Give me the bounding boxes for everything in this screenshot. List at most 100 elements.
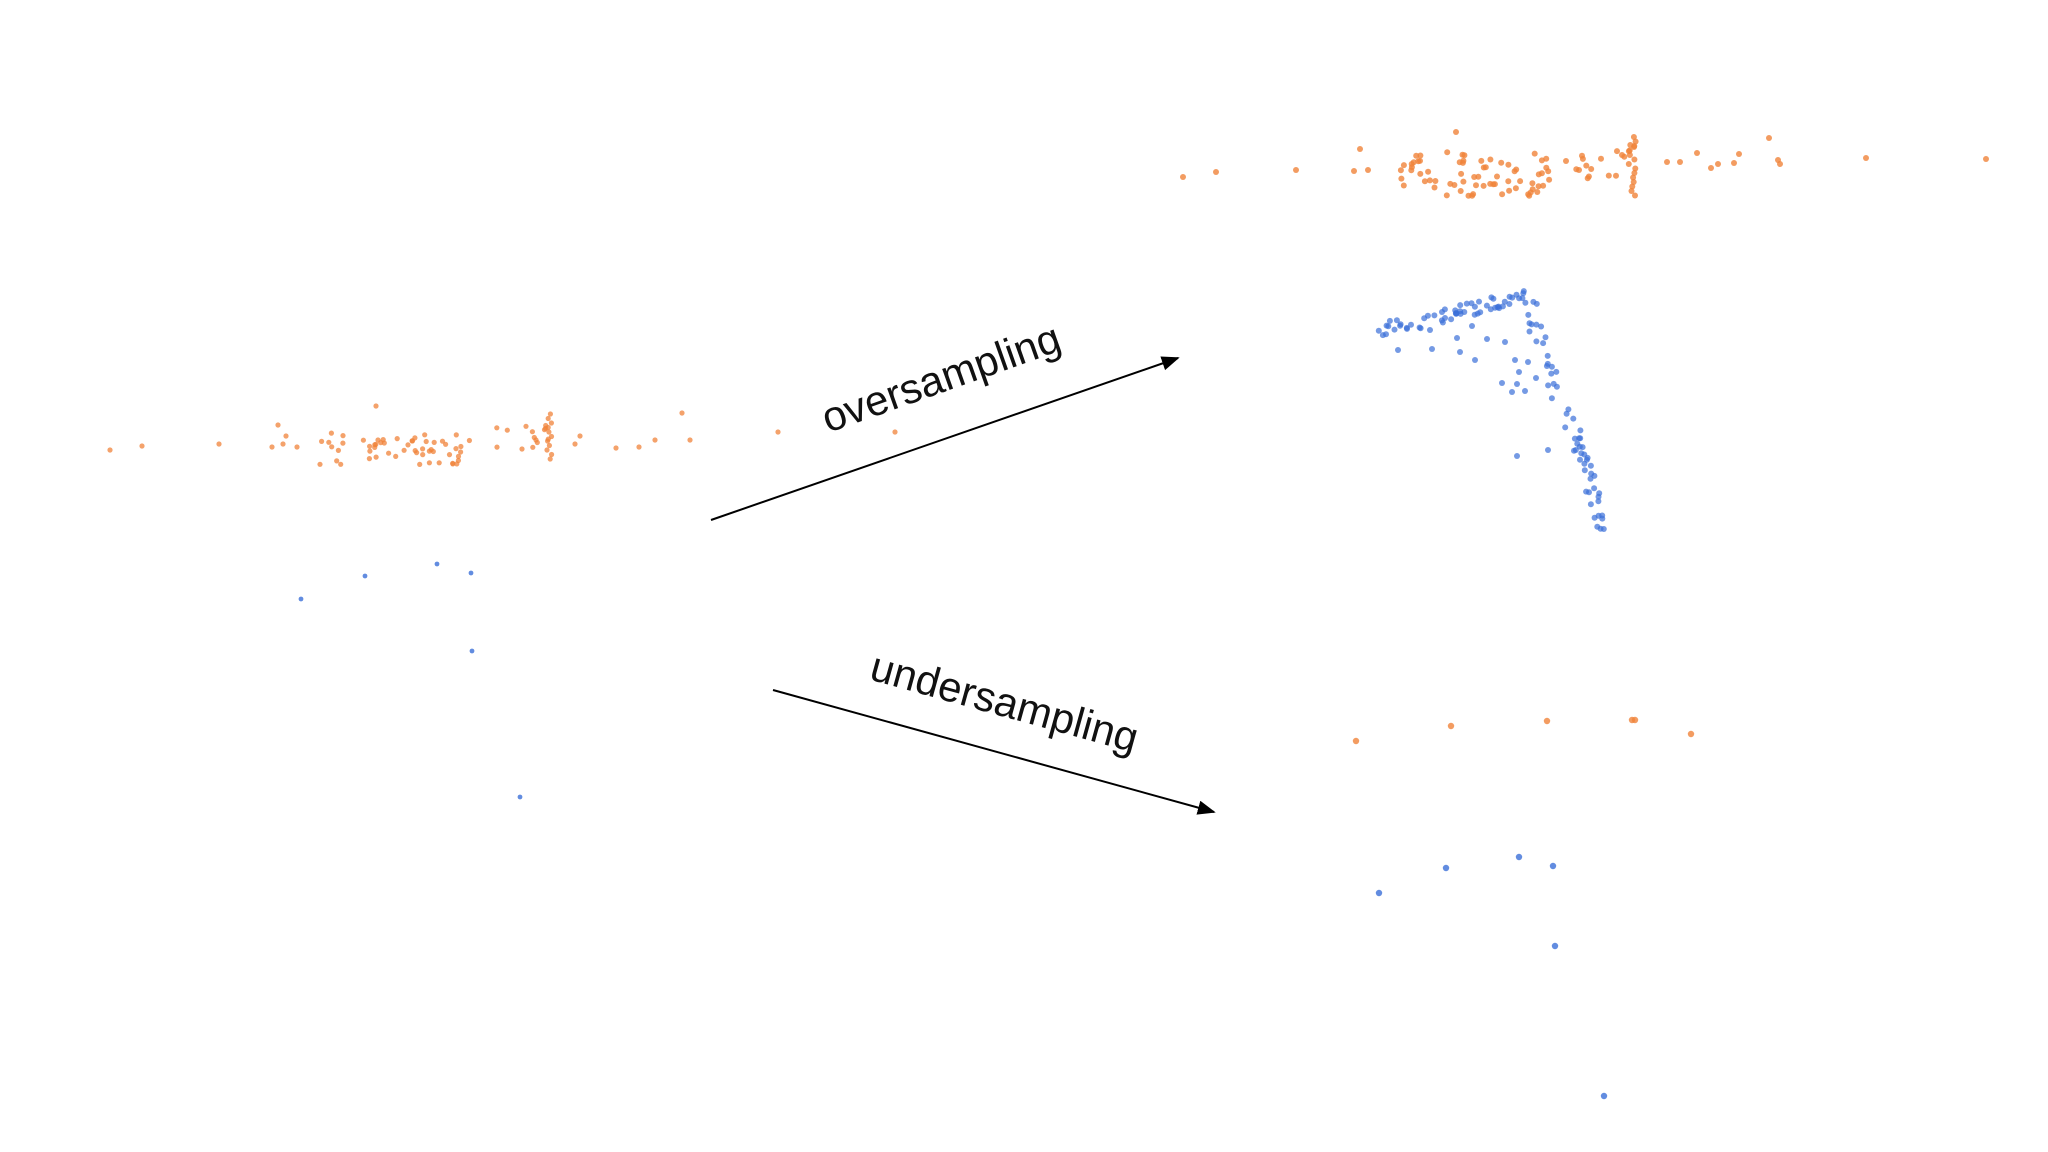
orange-point [1630, 179, 1637, 185]
orange-point [1398, 175, 1405, 182]
undersampling-label: undersampling [866, 642, 1144, 761]
orange-point [1529, 186, 1536, 193]
blue-point [1457, 302, 1464, 309]
orange-point [412, 448, 418, 454]
blue-point [1516, 369, 1522, 375]
blue-point [1579, 444, 1586, 451]
orange-point [530, 444, 536, 450]
blue-point [1483, 302, 1490, 309]
blue-point [1448, 316, 1455, 323]
orange-point [687, 437, 693, 443]
orange-point [1632, 192, 1638, 199]
orange-point [1627, 142, 1634, 148]
orange-point [1535, 171, 1542, 178]
orange-point [1432, 178, 1439, 184]
orange-point [1517, 178, 1524, 185]
blue-point [1522, 299, 1529, 306]
orange-point [458, 443, 464, 450]
orange-point [1482, 164, 1489, 171]
undersampling-arrow [772, 689, 1216, 815]
orange-point [1708, 165, 1714, 171]
blue-point [1502, 339, 1508, 345]
blue-point [1375, 327, 1382, 334]
orange-point [269, 444, 275, 450]
orange-point [466, 437, 472, 444]
orange-point [394, 436, 400, 442]
blue-point [1408, 321, 1414, 328]
blue-point [1595, 498, 1602, 505]
orange-point [679, 410, 685, 416]
orange-point [338, 461, 344, 467]
orange-point [367, 443, 373, 449]
orange-point [334, 458, 340, 464]
orange-point [216, 441, 222, 447]
orange-point [1351, 168, 1357, 174]
blue-point [1514, 381, 1520, 387]
blue-point [1544, 360, 1551, 367]
orange-point [1460, 157, 1467, 164]
orange-point [367, 448, 373, 454]
blue-point [1581, 467, 1588, 474]
orange-point [1426, 177, 1433, 184]
original-dataset [107, 403, 898, 800]
blue-point [1533, 338, 1540, 345]
blue-point [1583, 488, 1590, 495]
orange-point [1736, 151, 1742, 157]
orange-point [572, 441, 578, 447]
blue-point [1533, 321, 1540, 328]
orange-point [340, 440, 346, 446]
orange-point [1491, 181, 1498, 188]
blue-point [1514, 453, 1520, 459]
orange-point [1632, 165, 1639, 172]
orange-point [1447, 722, 1455, 730]
blue-point [1526, 328, 1533, 335]
blue-point [1526, 320, 1533, 327]
orange-point [577, 433, 583, 439]
orange-point [1180, 174, 1186, 180]
orange-point [1715, 161, 1721, 167]
orange-point [1470, 191, 1477, 198]
orange-point [1499, 191, 1506, 198]
orange-point [139, 443, 145, 449]
blue-point [1427, 327, 1433, 333]
orange-point [283, 433, 289, 439]
blue-point [1383, 322, 1390, 329]
blue-point [1454, 335, 1460, 341]
blue-point [1542, 334, 1549, 341]
orange-point [1731, 160, 1737, 166]
orange-point [1444, 149, 1451, 156]
orange-point [519, 446, 525, 452]
orange-point [1458, 170, 1465, 177]
orange-point [1632, 138, 1639, 145]
orange-point [1400, 162, 1407, 169]
orange-point [446, 452, 453, 458]
orange-point [1598, 155, 1604, 162]
blue-point [1506, 293, 1513, 300]
blue-point [1522, 388, 1528, 394]
blue-point [1525, 359, 1531, 365]
blue-point [1379, 332, 1386, 339]
blue-point [1513, 291, 1520, 298]
blue-point [298, 596, 304, 602]
blue-point [1375, 889, 1383, 897]
orange-point [373, 454, 379, 460]
orange-point [652, 437, 658, 443]
orange-point [1630, 134, 1637, 140]
orange-point [531, 434, 537, 441]
blue-point [1525, 311, 1532, 318]
blue-point [1545, 382, 1552, 389]
orange-point [1460, 178, 1467, 185]
orange-point [1408, 164, 1415, 171]
orange-point [428, 447, 434, 453]
orange-point [1453, 129, 1459, 135]
orange-point [1583, 162, 1590, 169]
orange-point [775, 429, 781, 435]
blue-point [1472, 357, 1478, 363]
orange-point [420, 452, 426, 458]
blue-point [1587, 462, 1594, 469]
orange-point [1535, 183, 1542, 190]
blue-point [1577, 456, 1583, 463]
orange-point [423, 438, 429, 445]
blue-point [1553, 368, 1560, 375]
